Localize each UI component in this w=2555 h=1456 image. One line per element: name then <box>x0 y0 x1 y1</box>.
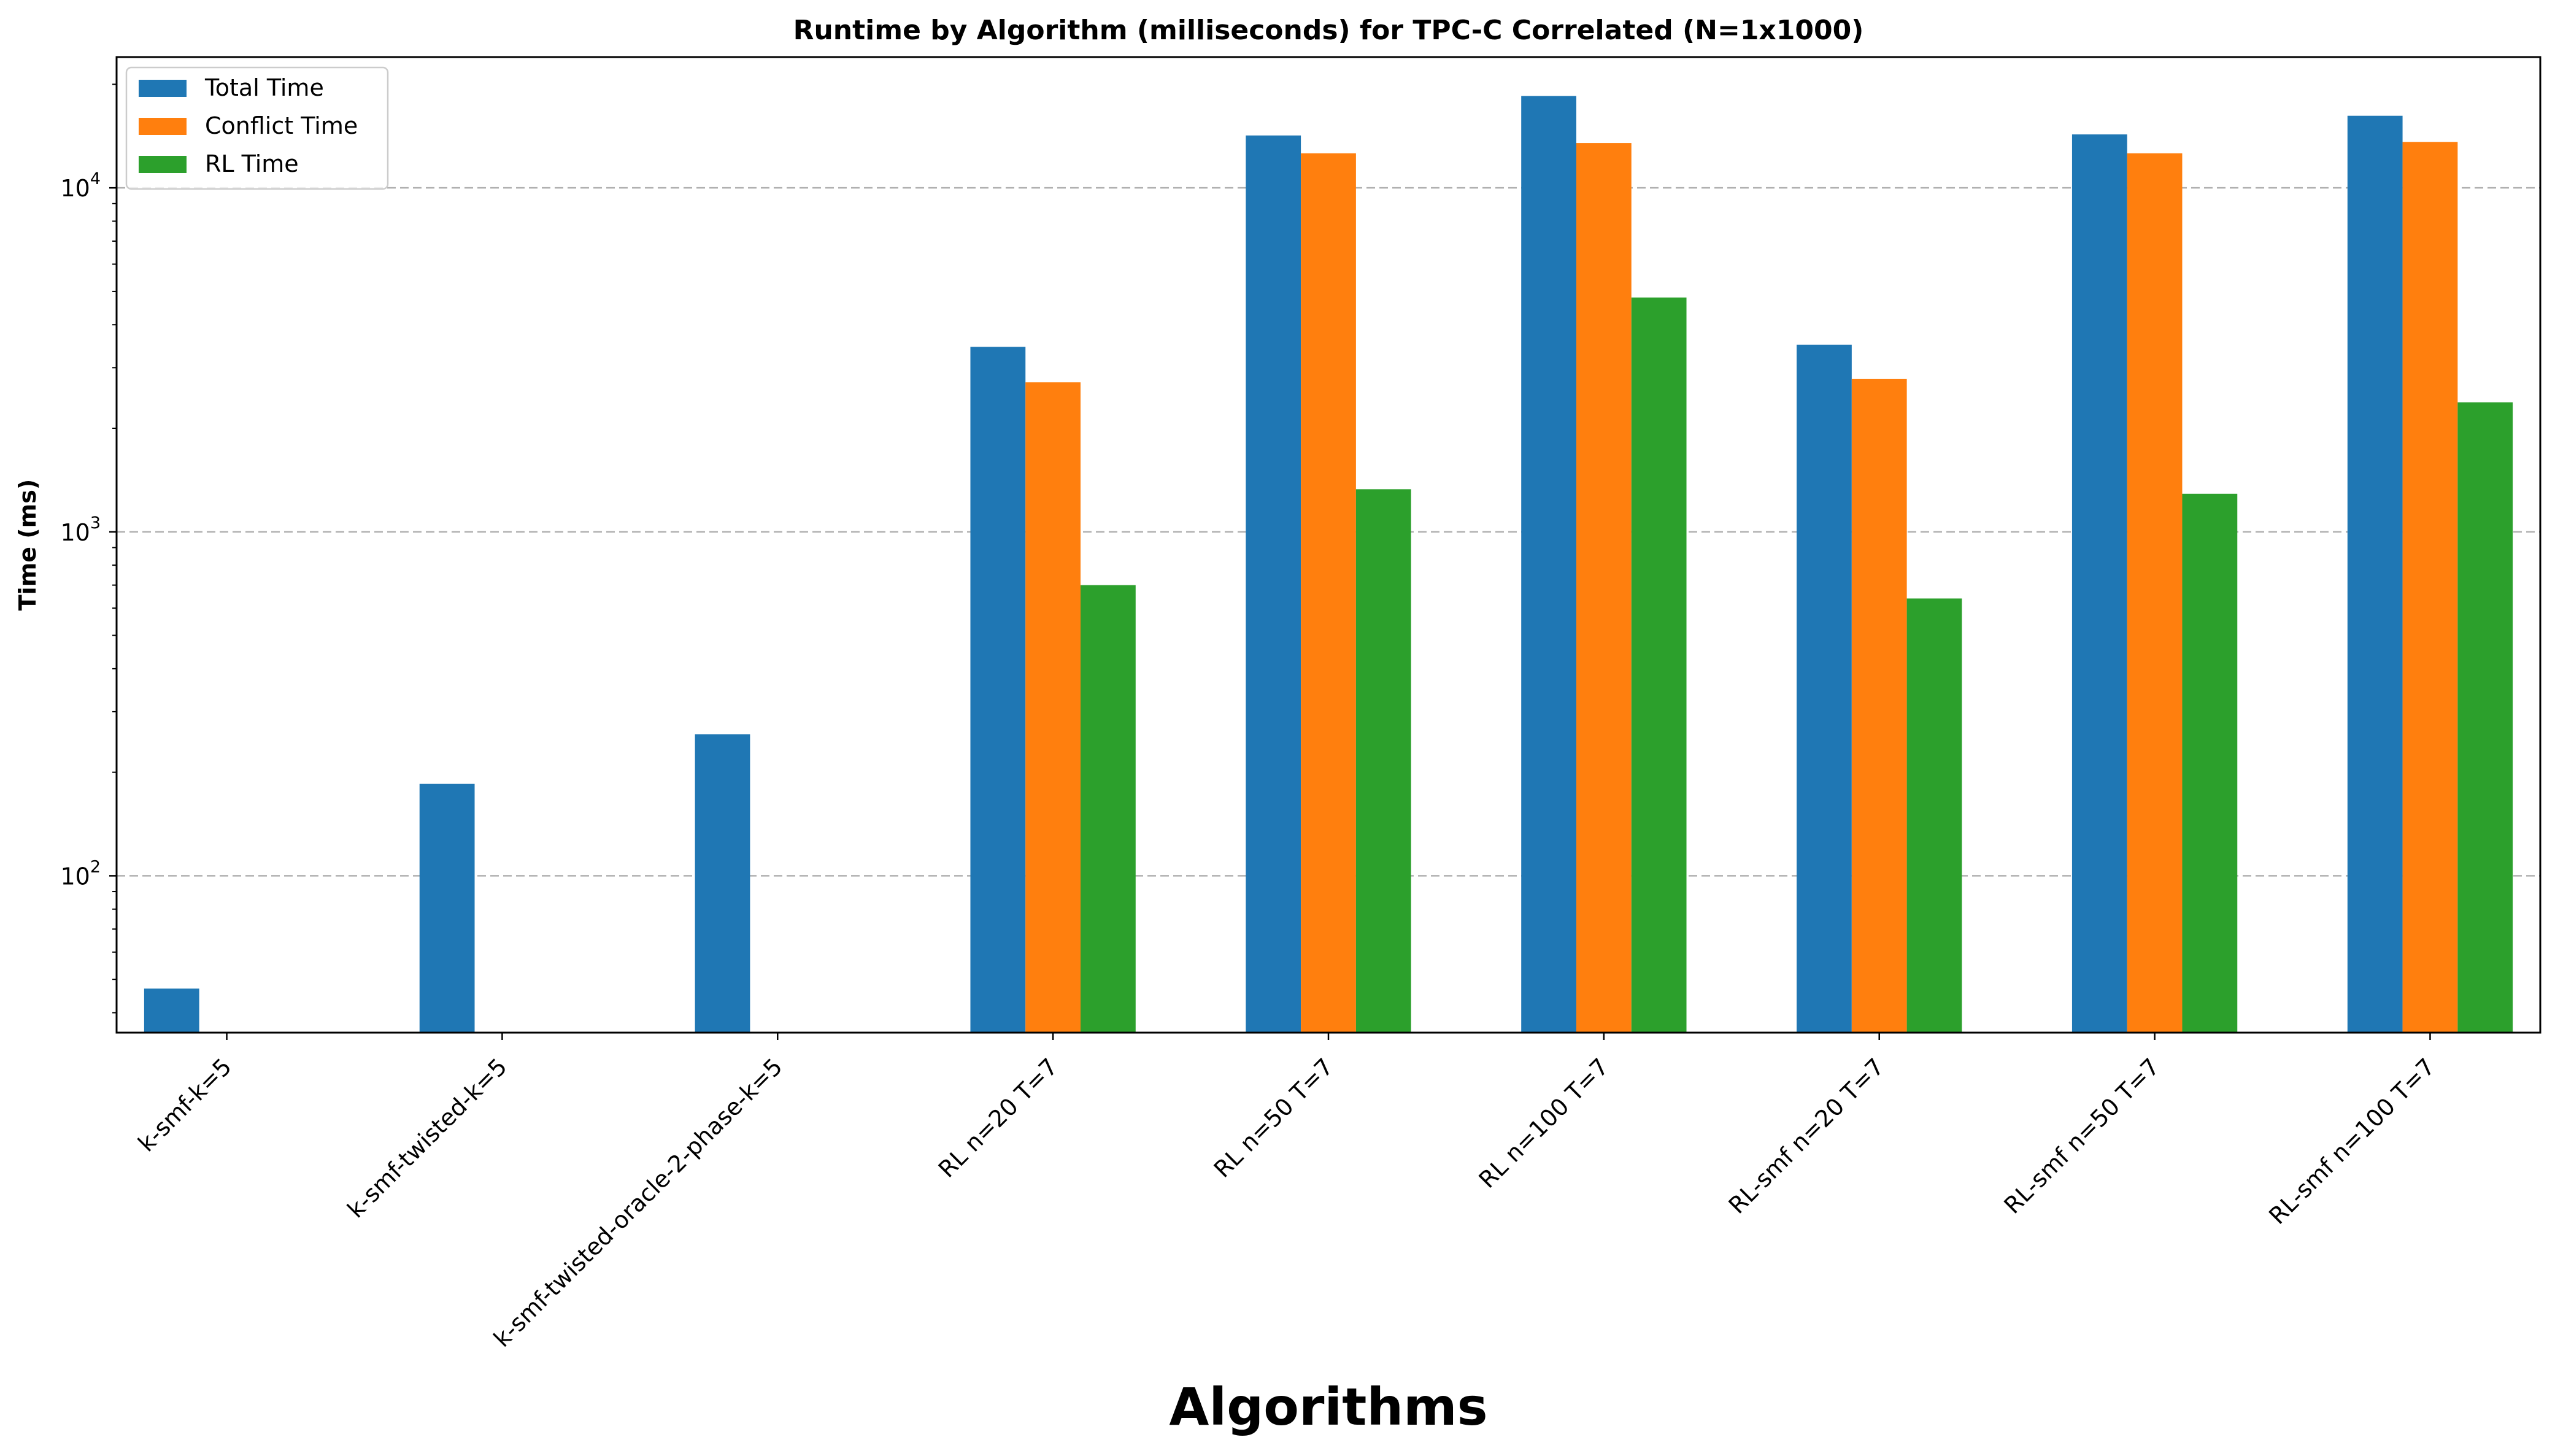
legend-swatch <box>139 118 187 135</box>
legend: Total Time Conflict Time RL Time <box>125 66 389 190</box>
bar-rl-time <box>1631 297 1687 1033</box>
legend-label: Conflict Time <box>205 112 358 139</box>
legend-label: RL Time <box>205 150 299 177</box>
bar-rl-time <box>1355 489 1411 1033</box>
bar-rl-time <box>2182 493 2238 1033</box>
bar-total-time <box>1521 96 1576 1033</box>
bar-rl-time <box>1906 598 1962 1033</box>
bar-rl-time <box>1081 585 1136 1033</box>
x-axis-label: Algorithms <box>1169 1377 1487 1437</box>
bar-total-time <box>419 784 475 1033</box>
legend-swatch <box>139 80 187 97</box>
y-tick-label: 104 <box>60 169 101 202</box>
bar-total-time <box>144 988 199 1033</box>
bar-total-time <box>970 347 1026 1033</box>
y-tick-label: 103 <box>60 514 101 546</box>
legend-box <box>125 66 389 190</box>
bar-conflict-time <box>1576 143 1632 1033</box>
bar-total-time <box>1797 344 1852 1033</box>
bar-total-time <box>2347 115 2403 1033</box>
bar-conflict-time <box>1851 379 1907 1033</box>
bar-conflict-time <box>1025 382 1081 1033</box>
bar-conflict-time <box>1301 153 1356 1033</box>
bar-conflict-time <box>2127 153 2183 1033</box>
bars <box>144 96 2513 1033</box>
y-tick-label: 102 <box>60 857 101 890</box>
bar-rl-time <box>2457 402 2513 1033</box>
y-axis-label: Time (ms) <box>14 479 41 611</box>
bar-total-time <box>1246 135 1301 1033</box>
y-axis: 102 103 104 <box>60 83 117 1014</box>
legend-label: Total Time <box>204 74 324 101</box>
bar-conflict-time <box>2402 142 2458 1033</box>
chart-title: Runtime by Algorithm (milliseconds) for … <box>793 15 1864 46</box>
bar-total-time <box>2071 134 2127 1033</box>
legend-swatch <box>139 156 187 173</box>
bar-total-time <box>695 734 750 1033</box>
